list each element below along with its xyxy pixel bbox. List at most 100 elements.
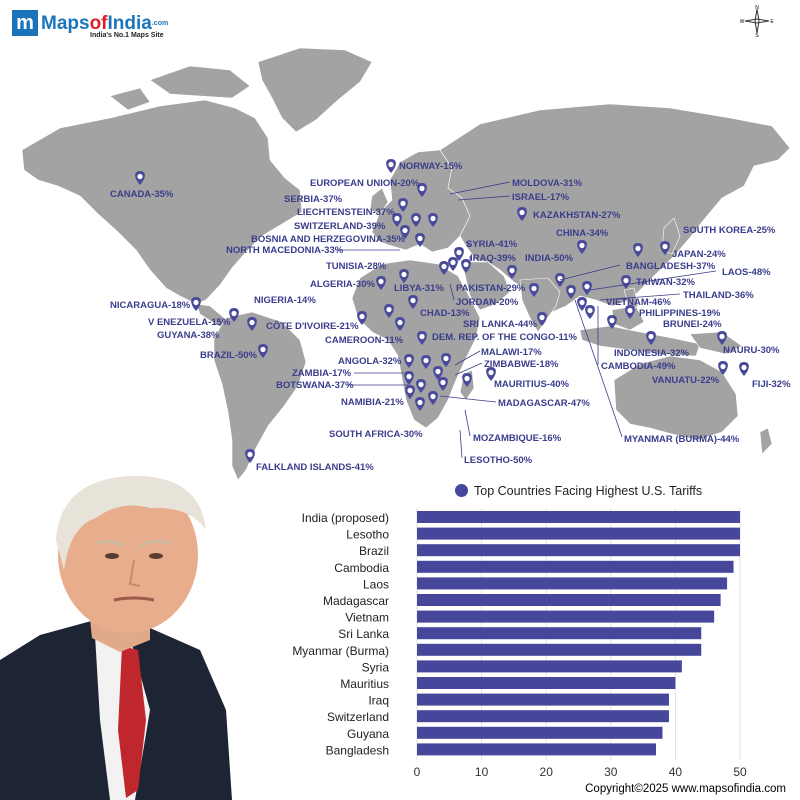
map-label: V ENEZUELA-15% xyxy=(148,317,231,328)
map-pin-dot xyxy=(394,215,400,222)
leader-line xyxy=(449,283,455,301)
compass-e: E xyxy=(770,19,774,25)
north-america-landmass xyxy=(21,99,303,305)
map-pin-dot xyxy=(662,243,668,250)
map-pin-dot xyxy=(260,346,266,353)
map-label: LIECHTENSTEIN-37% xyxy=(297,207,395,218)
category-label: Guyana xyxy=(347,727,389,741)
map-label: VANUATU-22% xyxy=(652,375,720,386)
map-label: FIJI-32% xyxy=(752,379,791,390)
bar xyxy=(417,710,669,723)
bar xyxy=(417,560,734,573)
category-label: Mauritius xyxy=(340,677,389,691)
arctic-islands-landmass-2 xyxy=(109,87,151,111)
map-label: ANGOLA-32% xyxy=(338,356,402,367)
map-label: CÔTE D'IVOIRE-21% xyxy=(266,321,359,332)
map-pin-dot xyxy=(413,215,419,222)
map-pin-dot xyxy=(397,319,403,326)
map-label: CAMEROON-11% xyxy=(325,335,404,346)
map-label: SYRIA-41% xyxy=(466,239,518,250)
leader-line xyxy=(457,195,511,201)
map-pin-dot xyxy=(407,387,413,394)
map-pin-dot xyxy=(419,185,425,192)
leader-line xyxy=(454,362,483,376)
map-label: THAILAND-36% xyxy=(683,290,754,301)
map-label: CHINA-34% xyxy=(556,228,609,239)
map-label: BOTSWANA-37% xyxy=(276,380,354,391)
bar xyxy=(417,577,728,590)
map-pin-dot xyxy=(609,317,615,324)
map-label: ZAMBIA-17% xyxy=(292,368,352,379)
category-label: Laos xyxy=(363,577,389,591)
map-pin-dot xyxy=(648,333,654,340)
map-pin-dot xyxy=(193,299,199,306)
x-tick-label: 20 xyxy=(540,765,554,779)
bar xyxy=(417,726,663,739)
map-label: TUNISIA-28% xyxy=(326,261,387,272)
leader-line xyxy=(589,270,717,291)
map-label: SOUTH KOREA-25% xyxy=(683,225,776,236)
map-label: JORDAN-20% xyxy=(456,297,519,308)
leader-line xyxy=(439,395,497,403)
map-label: LESOTHO-50% xyxy=(464,455,533,466)
bar xyxy=(417,660,682,673)
category-label: Switzerland xyxy=(327,710,389,724)
map-pin-dot xyxy=(488,369,494,376)
map-pin-dot xyxy=(137,173,143,180)
x-tick-label: 30 xyxy=(604,765,618,779)
map-label: INDIA-50% xyxy=(525,253,574,264)
leader-line xyxy=(465,241,471,247)
map-pin-dot xyxy=(410,297,416,304)
philippines-landmass xyxy=(623,287,639,311)
map-pin-dot xyxy=(417,235,423,242)
bar xyxy=(417,594,721,606)
map-label: SWITZERLAND-39% xyxy=(294,221,386,232)
person-portrait xyxy=(0,475,232,800)
new-guinea-landmass xyxy=(689,331,743,355)
copyright-text: Copyright©2025 www.mapsofindia.com xyxy=(585,783,786,795)
map-label: BRUNEI-24% xyxy=(663,319,722,330)
leader-line xyxy=(464,409,471,437)
map-label: JAPAN-24% xyxy=(672,249,726,260)
bar xyxy=(417,743,657,756)
map-label: BANGLADESH-37% xyxy=(626,261,716,272)
map-pin-dot xyxy=(441,263,447,270)
map-pin-dot xyxy=(443,355,449,362)
map-pin-dot xyxy=(249,319,255,326)
category-label: Brazil xyxy=(359,544,389,558)
category-label: Cambodia xyxy=(334,561,389,575)
map-pin-dot xyxy=(417,399,423,406)
india-landmass xyxy=(519,277,561,333)
map-pin-dot xyxy=(720,363,726,370)
map-label: ZIMBABWE-18% xyxy=(484,359,559,370)
bar xyxy=(417,693,669,706)
map-label: MALAWI-17% xyxy=(481,347,542,358)
arabia-landmass xyxy=(461,261,511,311)
bar xyxy=(417,627,702,640)
map-pin-dot xyxy=(378,278,384,285)
category-label: Sri Lanka xyxy=(338,627,389,641)
map-pin-dot xyxy=(359,313,365,320)
category-label: Madagascar xyxy=(323,594,389,608)
leader-line xyxy=(559,264,621,281)
map-pin-dot xyxy=(400,200,406,207)
map-label: MOLDOVA-31% xyxy=(512,178,583,189)
map-label: ALGERIA-30% xyxy=(310,279,375,290)
map-pin-dot xyxy=(440,379,446,386)
map-pin-dot xyxy=(430,393,436,400)
category-label: Syria xyxy=(362,660,390,674)
map-label: NORTH MACEDONIA-33% xyxy=(226,245,344,256)
map-pin-dot xyxy=(509,267,515,274)
brand-logo[interactable]: m MapsofIndia.com xyxy=(12,10,168,36)
arctic-islands-landmass xyxy=(149,65,251,99)
map-pin-dot xyxy=(568,287,574,294)
map-label: NORWAY-15% xyxy=(399,161,463,172)
map-label: MOZAMBIQUE-16% xyxy=(473,433,562,444)
map-label: CAMBODIA-49% xyxy=(601,361,676,372)
map-label: NAMIBIA-21% xyxy=(341,397,404,408)
map-label: DEM. REP. OF THE CONGO-11% xyxy=(432,332,577,343)
map-pin-dot xyxy=(386,306,392,313)
leader-line xyxy=(574,299,623,438)
map-pin-dot xyxy=(579,242,585,249)
